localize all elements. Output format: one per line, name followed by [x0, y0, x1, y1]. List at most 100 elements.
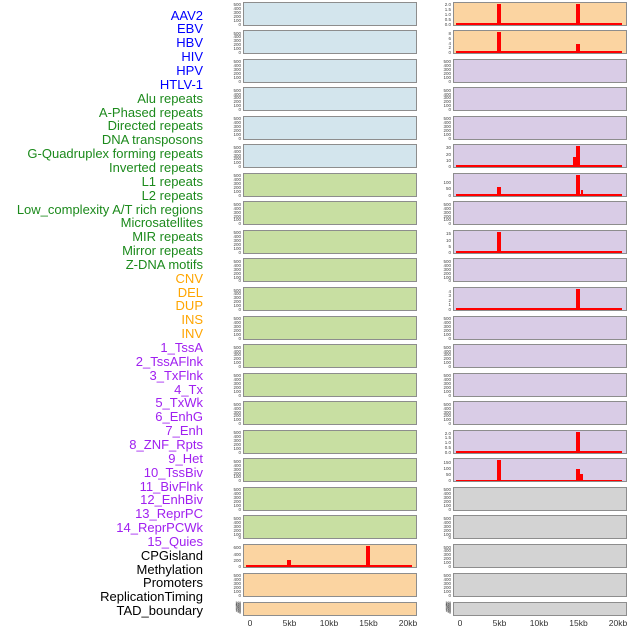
plot-8_ZNF_Rpts	[453, 258, 627, 283]
plot-CPGisland	[453, 486, 627, 511]
y-tick-label: 400	[233, 348, 241, 354]
y-tick-label: 0	[238, 563, 241, 569]
histogram-bar	[576, 43, 580, 54]
histogram-baseline	[455, 251, 622, 253]
y-tick-label: 500	[235, 600, 241, 605]
y-tick-label: 200	[233, 270, 241, 276]
plot-Low_complexity A/T rich regions	[243, 401, 417, 426]
y-tick-label: 0	[238, 50, 241, 56]
y-tick-label: 0	[448, 421, 451, 427]
y-tick-label: 300	[443, 523, 451, 529]
plot-2_TssAFlnk	[453, 87, 627, 112]
histogram-bar	[573, 157, 577, 168]
track-label-L1 repeats: L1 repeats	[141, 173, 203, 189]
y-tick-label: 100	[443, 502, 451, 508]
y-tick-label: 100	[443, 531, 451, 537]
plot-Microsatellites	[243, 429, 417, 454]
plot-Alu repeats	[243, 172, 417, 197]
y-tick-label: 400	[443, 377, 451, 383]
plot-11_BivFlnk	[453, 344, 627, 369]
x-tick-label-col1: 15kb	[569, 618, 588, 628]
y-tick-label: 200	[443, 270, 451, 276]
y-tick-label: 400	[443, 348, 451, 354]
y-tick-label: 500	[445, 600, 451, 605]
x-tick-label-col1: 10kb	[529, 618, 549, 628]
y-tick-label: 0	[448, 278, 451, 284]
y-tick-label: 500	[233, 487, 241, 493]
y-tick-label: 400	[233, 291, 241, 297]
y-tick-label: 100	[233, 588, 241, 594]
y-tick-label: 4	[448, 40, 451, 46]
track-label-14_ReprPCWk: 14_ReprPCWk	[116, 520, 203, 536]
y-tick-label: 100	[233, 274, 241, 280]
y-tick-label: 400	[233, 319, 241, 325]
y-tick-label: 0	[448, 506, 451, 512]
histogram-baseline	[455, 194, 622, 196]
y-tick-label: 300	[443, 552, 451, 558]
y-tick-label: 100	[443, 217, 451, 223]
y-tick-label: 100	[233, 46, 241, 52]
y-tick-label: 100	[233, 160, 241, 166]
track-label-Z-DNA motifs: Z-DNA motifs	[125, 256, 203, 272]
histogram-bar	[497, 460, 501, 482]
y-tick-label: 1.5	[444, 435, 451, 441]
y-tick-label: 0	[238, 164, 241, 170]
y-tick-label: 500	[233, 2, 241, 8]
track-label-5_TxWk: 5_TxWk	[155, 395, 203, 411]
histogram-baseline	[455, 479, 622, 482]
plot-Mirror repeats	[243, 486, 417, 511]
track-label-15_Quies: 15_Quies	[147, 533, 203, 549]
y-tick-label: 0	[238, 249, 241, 255]
y-tick-label: 0	[238, 307, 241, 312]
y-tick-label: 200	[233, 470, 241, 476]
y-tick-label: 300	[443, 95, 451, 101]
y-tick-label: 200	[233, 242, 241, 248]
y-tick-label: 0	[238, 449, 241, 455]
y-tick-label: 0	[448, 221, 451, 227]
histogram-bar	[365, 545, 371, 567]
y-tick-label: 100	[443, 417, 451, 423]
x-tick-label-col1: 0	[457, 618, 463, 628]
y-tick-label: 300	[233, 438, 241, 444]
y-tick-label: 1.0	[444, 440, 451, 446]
y-tick-label: 100	[235, 608, 241, 613]
track-label-TAD_boundary: TAD_boundary	[116, 603, 203, 619]
y-tick-label: 300	[443, 209, 451, 215]
plot-EBV	[243, 30, 417, 55]
y-tick-label: 400	[443, 91, 451, 97]
y-tick-label: 500	[233, 30, 241, 36]
y-tick-label: 200	[233, 99, 241, 105]
y-tick-label: 0	[238, 135, 241, 141]
track-label-Promoters: Promoters	[143, 575, 203, 591]
x-tick-label-col0: 20kb	[398, 618, 418, 628]
y-tick-label: 400	[233, 405, 241, 411]
y-tick-label: 400	[445, 602, 451, 607]
y-tick-label: 0	[238, 592, 241, 598]
y-tick-label: 400	[233, 462, 241, 468]
y-tick-label: 500	[443, 401, 451, 407]
plot-15_Quies	[453, 458, 627, 483]
y-tick-label: 200	[445, 606, 451, 611]
y-tick-label: 200	[443, 413, 451, 419]
track-label-4_Tx: 4_Tx	[174, 381, 203, 397]
plot-L1 repeats	[243, 344, 417, 369]
y-tick-label: 2.0	[444, 430, 451, 436]
y-tick-label: 100	[233, 445, 241, 451]
histogram-bar	[576, 289, 580, 310]
y-tick-label: 200	[233, 156, 241, 162]
y-tick-label: 0	[238, 421, 241, 427]
y-tick-label: 400	[443, 548, 451, 554]
y-tick-label: 300	[233, 380, 241, 386]
y-tick-label: 200	[443, 584, 451, 590]
y-tick-label: 250	[235, 605, 241, 610]
y-tick-label: 0	[448, 192, 451, 198]
plot-L2 repeats	[243, 372, 417, 397]
y-tick-label: 0	[238, 392, 241, 398]
y-tick-label: 30	[445, 145, 451, 151]
y-tick-label: 400	[233, 377, 241, 383]
y-tick-label: 400	[233, 551, 241, 557]
y-tick-label: 200	[233, 527, 241, 533]
y-tick-label: 100	[233, 388, 241, 394]
y-tick-label: 400	[233, 434, 241, 440]
